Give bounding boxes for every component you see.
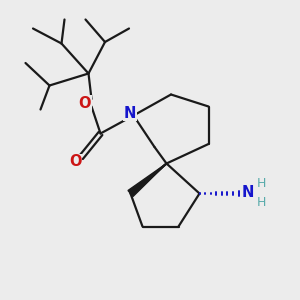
Text: O: O [69,154,81,169]
Text: O: O [79,96,91,111]
Text: H: H [257,177,267,190]
Text: N: N [124,106,136,121]
Polygon shape [128,164,166,196]
Text: H: H [257,196,267,209]
Text: N: N [242,185,254,200]
